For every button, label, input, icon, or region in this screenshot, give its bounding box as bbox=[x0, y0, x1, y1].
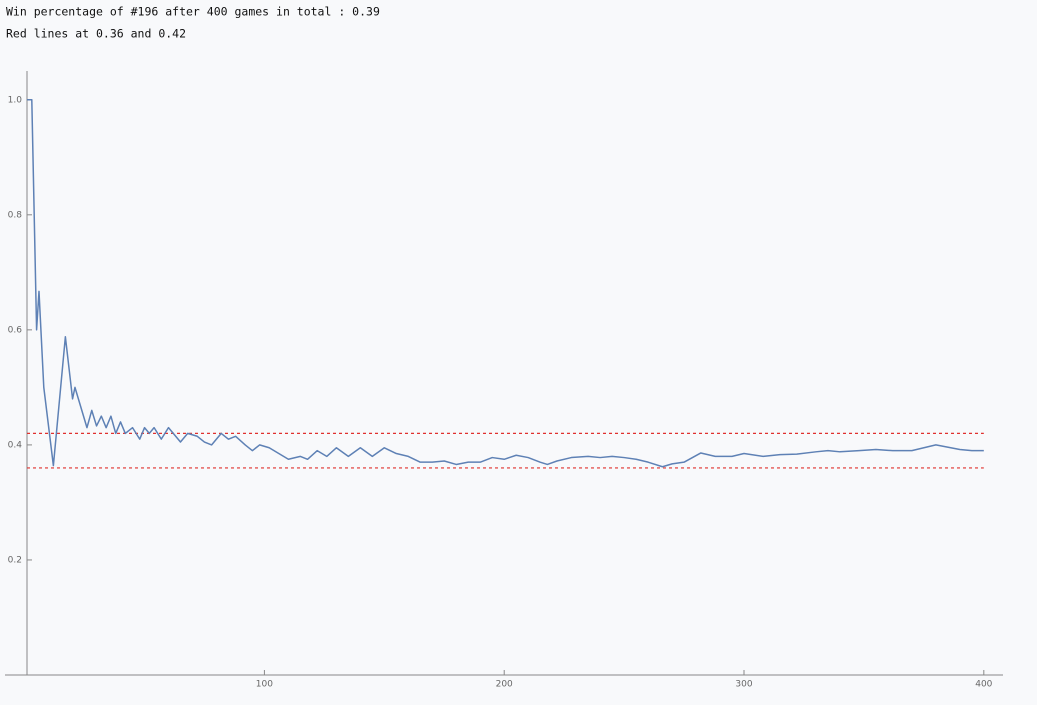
chart-title: Win percentage of #196 after 400 games i… bbox=[6, 5, 380, 19]
y-tick-label: 0.6 bbox=[8, 325, 23, 335]
data-line bbox=[27, 99, 984, 468]
chart-subtitle: Red lines at 0.36 and 0.42 bbox=[6, 27, 186, 41]
x-tick-label: 200 bbox=[496, 680, 513, 690]
x-tick-label: 400 bbox=[975, 680, 992, 690]
y-tick-label: 0.8 bbox=[8, 210, 23, 220]
x-tick-label: 300 bbox=[735, 680, 752, 690]
y-tick-label: 0.2 bbox=[8, 555, 22, 565]
y-tick-label: 1.0 bbox=[8, 95, 23, 105]
y-tick-label: 0.4 bbox=[8, 440, 23, 450]
x-tick-label: 100 bbox=[256, 680, 273, 690]
